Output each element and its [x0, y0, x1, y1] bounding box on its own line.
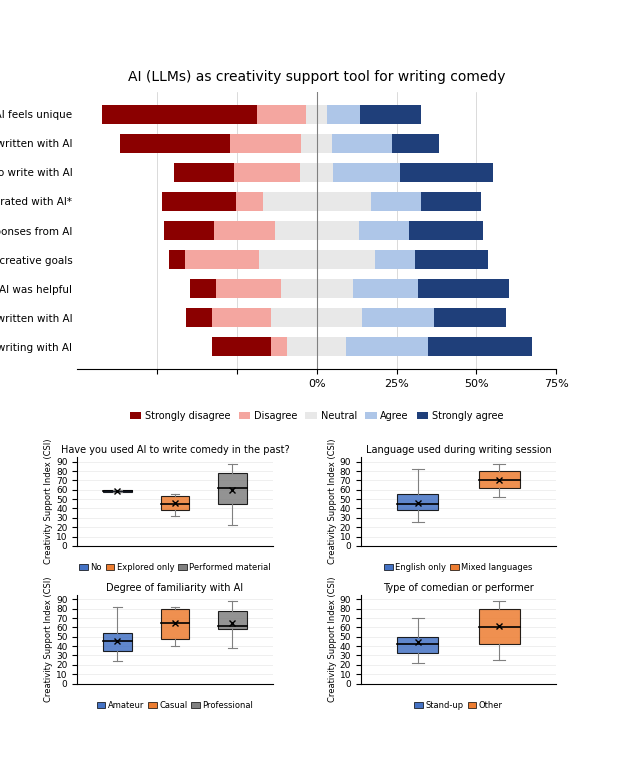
Bar: [400, 163, 493, 182]
Bar: [236, 192, 263, 211]
Bar: [120, 134, 230, 153]
Bar: [164, 221, 214, 240]
Bar: [103, 490, 132, 492]
Bar: [479, 609, 520, 644]
Bar: [418, 280, 509, 298]
Title: Type of comedian or performer: Type of comedian or performer: [383, 583, 534, 593]
Bar: [428, 337, 531, 356]
Bar: [218, 473, 247, 504]
Title: AI (LLMs) as creativity support tool for writing comedy: AI (LLMs) as creativity support tool for…: [128, 70, 506, 84]
Bar: [362, 309, 434, 327]
Bar: [174, 163, 234, 182]
Bar: [234, 163, 300, 182]
Bar: [421, 192, 481, 211]
Bar: [409, 221, 483, 240]
Legend: Strongly disagree, Disagree, Neutral, Agree, Strongly agree: Strongly disagree, Disagree, Neutral, Ag…: [126, 407, 507, 425]
Y-axis label: Creativity Support Index (CSI): Creativity Support Index (CSI): [328, 439, 337, 564]
Bar: [103, 633, 132, 650]
Title: Degree of familiarity with AI: Degree of familiarity with AI: [106, 583, 243, 593]
Bar: [287, 337, 346, 356]
Bar: [185, 250, 258, 269]
Bar: [187, 309, 213, 327]
Bar: [218, 611, 247, 629]
Bar: [281, 280, 352, 298]
Bar: [327, 104, 360, 124]
Bar: [213, 337, 271, 356]
Bar: [397, 637, 438, 653]
Bar: [258, 250, 375, 269]
Title: Have you used AI to write comedy in the past?: Have you used AI to write comedy in the …: [61, 445, 289, 455]
Bar: [161, 496, 189, 510]
Bar: [190, 280, 216, 298]
Bar: [271, 337, 287, 356]
Bar: [358, 221, 409, 240]
Bar: [360, 104, 421, 124]
Bar: [263, 192, 371, 211]
Legend: Stand-up, Other: Stand-up, Other: [411, 697, 506, 713]
Bar: [275, 221, 358, 240]
Bar: [216, 280, 281, 298]
Bar: [162, 192, 236, 211]
Title: Language used during writing session: Language used during writing session: [366, 445, 551, 455]
Legend: English only, Mixed languages: English only, Mixed languages: [381, 560, 536, 575]
Bar: [102, 104, 257, 124]
Bar: [271, 309, 362, 327]
Bar: [352, 280, 418, 298]
Bar: [333, 163, 400, 182]
Bar: [479, 471, 520, 488]
Bar: [300, 163, 333, 182]
Bar: [307, 104, 327, 124]
Bar: [371, 192, 421, 211]
Bar: [397, 494, 438, 510]
Bar: [434, 309, 506, 327]
Y-axis label: Creativity Support Index (CSI): Creativity Support Index (CSI): [328, 576, 337, 702]
Bar: [161, 609, 189, 639]
Bar: [257, 104, 307, 124]
Bar: [213, 309, 271, 327]
Bar: [230, 134, 301, 153]
Legend: Amateur, Casual, Professional: Amateur, Casual, Professional: [93, 697, 256, 713]
Y-axis label: Creativity Support Index (CSI): Creativity Support Index (CSI): [44, 439, 53, 564]
Bar: [332, 134, 392, 153]
Bar: [346, 337, 428, 356]
Bar: [169, 250, 185, 269]
Bar: [214, 221, 275, 240]
Legend: No, Explored only, Performed material: No, Explored only, Performed material: [76, 560, 274, 575]
Bar: [415, 250, 488, 269]
Bar: [301, 134, 332, 153]
Bar: [392, 134, 439, 153]
Y-axis label: Creativity Support Index (CSI): Creativity Support Index (CSI): [44, 576, 53, 702]
Bar: [375, 250, 415, 269]
